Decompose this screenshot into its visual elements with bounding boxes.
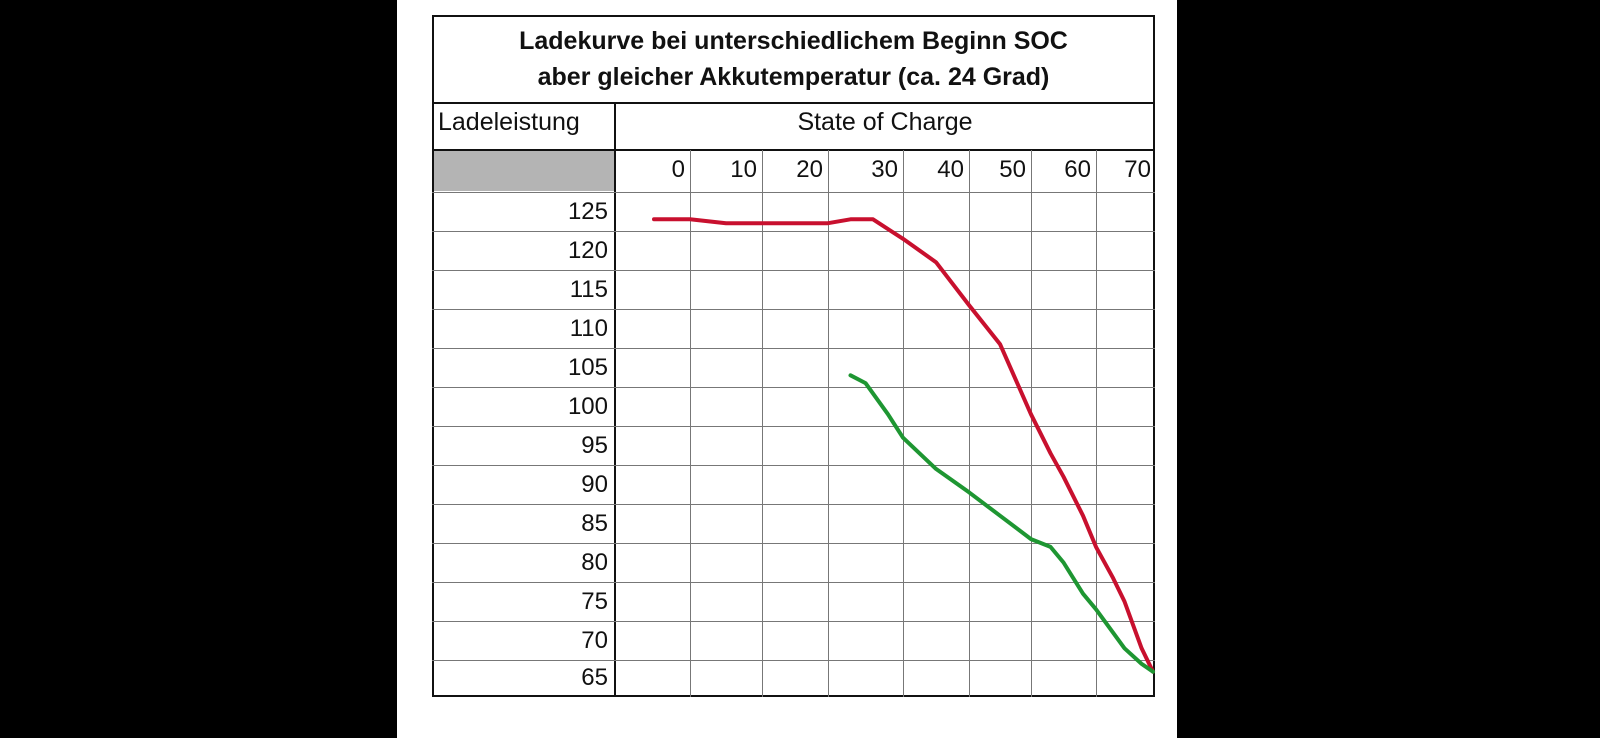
grid-line-horizontal	[432, 231, 1155, 232]
grid-line-horizontal	[432, 270, 1155, 271]
grid-line-horizontal	[432, 504, 1155, 505]
chart-title-line-2: aber gleicher Akkutemperatur (ca. 24 Gra…	[537, 63, 1050, 91]
y-tick: 70	[581, 627, 608, 654]
chart-title: Ladekurve bei unterschiedlichem Beginn S…	[432, 15, 1155, 103]
grid-line-vertical	[1096, 150, 1097, 697]
y-tick: 90	[581, 471, 608, 498]
x-tick: 20	[796, 156, 823, 183]
grid-line-horizontal	[432, 348, 1155, 349]
y-tick: 75	[581, 588, 608, 615]
grid-line-horizontal	[432, 192, 1155, 193]
x-tick: 30	[871, 156, 898, 183]
grid-line-horizontal	[432, 426, 1155, 427]
series-red-line	[652, 217, 1155, 674]
y-tick: 80	[581, 549, 608, 576]
y-tick: 105	[567, 354, 608, 381]
y-tick: 115	[569, 276, 608, 303]
grid-line-horizontal	[432, 660, 1155, 661]
y-tick: 65	[581, 664, 608, 691]
grid-line-horizontal	[432, 543, 1155, 544]
x-tick: 10	[730, 156, 757, 183]
y-tick: 120	[567, 237, 608, 264]
x-tick: 40	[937, 156, 964, 183]
y-tick: 85	[581, 510, 608, 537]
grid-line-horizontal	[432, 621, 1155, 622]
header-grey-cell	[434, 151, 614, 191]
y-axis-label: Ladeleistung	[438, 108, 580, 136]
x-tick: 70	[1124, 156, 1151, 183]
header-divider	[432, 149, 1155, 151]
x-axis-label: State of Charge	[797, 108, 973, 136]
chart-table-frame	[432, 15, 1155, 697]
x-tick: 60	[1064, 156, 1091, 183]
grid-line-vertical	[969, 150, 970, 697]
y-tick: 95	[581, 432, 608, 459]
grid-line-vertical	[1031, 150, 1032, 697]
series-green-line	[848, 373, 1155, 674]
x-tick: 0	[671, 156, 685, 183]
grid-line-vertical	[690, 150, 691, 697]
grid-line-vertical	[828, 150, 829, 697]
y-tick: 100	[567, 393, 608, 420]
title-divider	[432, 102, 1155, 104]
axis-column-divider	[614, 103, 616, 697]
grid-line-vertical	[903, 150, 904, 697]
y-tick: 110	[569, 315, 608, 342]
grid-line-horizontal	[432, 465, 1155, 466]
x-tick: 50	[999, 156, 1026, 183]
grid-line-horizontal	[432, 309, 1155, 310]
grid-line-horizontal	[432, 582, 1155, 583]
y-tick: 125	[567, 198, 608, 225]
chart-title-line-1: Ladekurve bei unterschiedlichem Beginn S…	[519, 27, 1068, 55]
grid-line-vertical	[762, 150, 763, 697]
grid-line-horizontal	[432, 387, 1155, 388]
